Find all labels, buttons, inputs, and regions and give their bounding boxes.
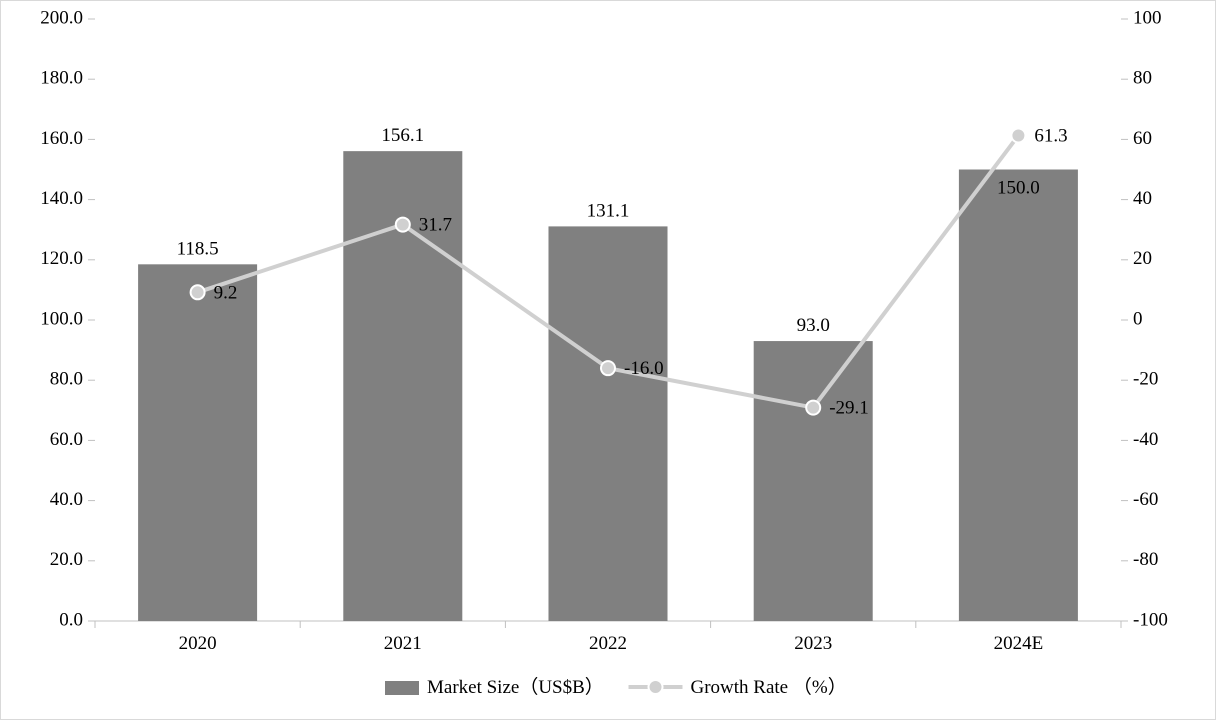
x-category-label: 2022	[589, 633, 627, 654]
x-category-label: 2020	[179, 633, 217, 654]
y-right-tick-label: -40	[1133, 429, 1158, 450]
line-marker	[396, 218, 410, 232]
line-marker	[1011, 128, 1025, 142]
y-right-tick-label: 0	[1133, 308, 1143, 329]
y-right-tick-label: 40	[1133, 188, 1152, 209]
line-value-label: -29.1	[829, 398, 869, 419]
bar-value-label: 156.1	[381, 125, 424, 146]
y-right-tick-label: 60	[1133, 128, 1152, 149]
y-left-tick-label: 80.0	[50, 369, 83, 390]
line-marker	[191, 285, 205, 299]
x-category-label: 2024E	[994, 633, 1044, 654]
bar-value-label: 131.1	[587, 200, 630, 221]
x-category-label: 2021	[384, 633, 422, 654]
y-left-tick-label: 120.0	[40, 248, 83, 269]
y-left-tick-label: 180.0	[40, 68, 83, 89]
line-value-label: 61.3	[1034, 125, 1067, 146]
y-left-tick-label: 200.0	[40, 7, 83, 28]
combo-chart: 0.0 20.0 40.0 60.0 80.0 100.0 120.0 140.0 160.0 1…	[1, 1, 1216, 721]
legend-line-marker	[649, 680, 663, 694]
bar-value-label: 150.0	[997, 178, 1040, 199]
bar-value-label: 118.5	[177, 238, 219, 259]
y-right-tick-label: -80	[1133, 549, 1158, 570]
y-right-tick-label: 20	[1133, 248, 1152, 269]
bar	[138, 264, 257, 621]
line-value-label: -16.0	[624, 358, 664, 379]
y-right-tick-label: -20	[1133, 369, 1158, 390]
legend-label-bars: Market Size（US$B）	[427, 676, 604, 698]
y-right-tick-label: 80	[1133, 68, 1152, 89]
bar	[959, 170, 1078, 622]
bar-value-label: 93.0	[797, 315, 830, 336]
line-marker	[601, 361, 615, 375]
y-left-tick-label: 100.0	[40, 308, 83, 329]
legend: Market Size（US$B） Growth Rate （%）	[385, 676, 847, 698]
legend-bar-swatch	[385, 681, 419, 695]
y-left-tick-label: 60.0	[50, 429, 83, 450]
y-left-tick-label: 20.0	[50, 549, 83, 570]
y-left-tick-label: 140.0	[40, 188, 83, 209]
y-left-tick-label: 160.0	[40, 128, 83, 149]
y-left-tick-label: 0.0	[59, 609, 83, 630]
y-left-tick-label: 40.0	[50, 489, 83, 510]
bar	[754, 341, 873, 621]
line-value-label: 31.7	[419, 215, 452, 236]
line-value-label: 9.2	[214, 282, 238, 303]
line-marker	[806, 401, 820, 415]
y-right-tick-label: 100	[1133, 7, 1162, 28]
bar	[548, 226, 667, 621]
y-right-tick-label: -60	[1133, 489, 1158, 510]
y-right-tick-label: -100	[1133, 609, 1168, 630]
x-category-label: 2023	[794, 633, 832, 654]
chart-container: 0.0 20.0 40.0 60.0 80.0 100.0 120.0 140.0 160.0 1…	[0, 0, 1216, 720]
legend-label-line: Growth Rate （%）	[691, 676, 847, 698]
